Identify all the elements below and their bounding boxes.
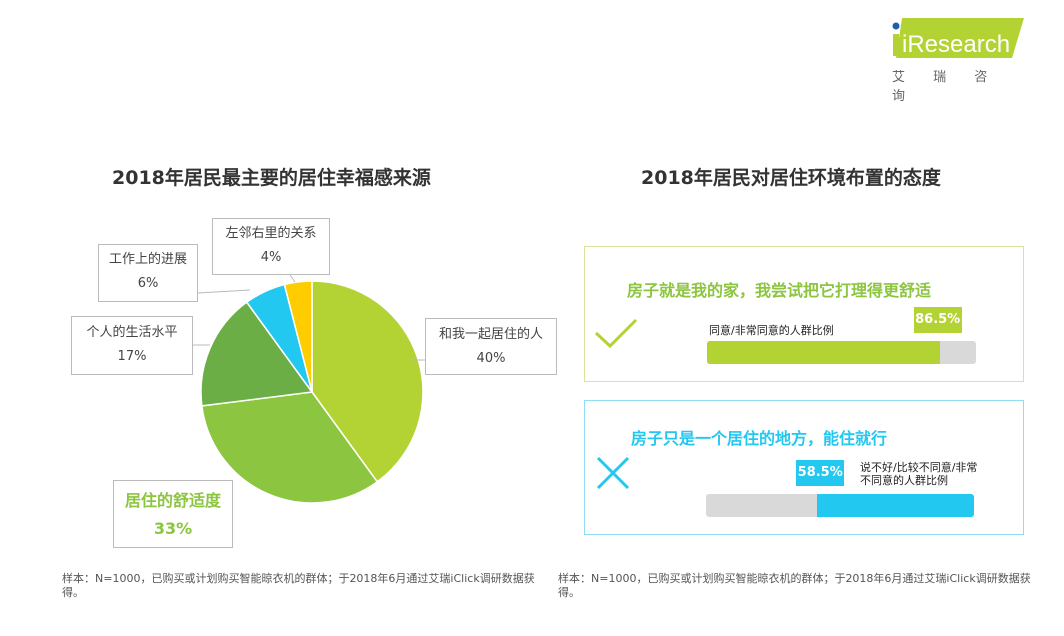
pie-slice-0 — [311, 280, 424, 483]
statement-agree: 房子就是我的家，我尝试把它打理得更舒适 — [627, 281, 932, 300]
series-name-agree: 同意/非常同意的人群比例 — [709, 324, 834, 337]
value-4: 4% — [260, 250, 282, 265]
pie-chart — [193, 274, 425, 513]
logo: iResearch 艾 瑞 咨 询 — [888, 14, 1028, 104]
label-4: 左邻右里的关系 — [225, 226, 317, 241]
callout-1: 居住的舒适度 33% — [113, 480, 233, 548]
pie-slice-1 — [201, 391, 379, 504]
note-left: 样本：N=1000，已购买或计划购买智能晾衣机的群体；于2018年6月通过艾瑞i… — [62, 572, 535, 599]
pie-slice-2 — [200, 301, 314, 407]
bar-fill-disagree — [817, 494, 974, 517]
label-0: 和我一起居住的人 — [438, 327, 543, 342]
callout-3: 工作上的进展 6% — [98, 244, 198, 302]
callout-4: 左邻右里的关系 4% — [212, 218, 330, 275]
label-1: 居住的舒适度 — [124, 491, 221, 510]
value-3: 6% — [137, 276, 159, 291]
value-tag-agree: 86.5% — [913, 307, 962, 333]
cross-icon — [596, 456, 630, 490]
label-3: 工作上的进展 — [108, 252, 187, 267]
label-2: 个人的生活水平 — [86, 325, 178, 340]
value-2: 17% — [117, 349, 147, 364]
panel-disagree: 房子只是一个居住的地方，能住就行 说不好/比较不同意/非常不同意的人群比例 58… — [584, 400, 1024, 535]
bar-fill-agree — [707, 341, 940, 364]
panel-agree: 房子就是我的家，我尝试把它打理得更舒适 同意/非常同意的人群比例 86.5% — [584, 246, 1024, 382]
value-0: 40% — [476, 351, 506, 366]
svg-text:iResearch: iResearch — [902, 31, 1010, 58]
leader-line-4 — [289, 274, 296, 283]
callout-2: 个人的生活水平 17% — [71, 316, 193, 375]
pie-title: 2018年居民最主要的居住幸福感来源 — [112, 167, 431, 189]
pie-slice-4 — [283, 280, 313, 393]
bar-title: 2018年居民对居住环境布置的态度 — [641, 167, 941, 189]
value-1: 33% — [153, 519, 193, 538]
callout-0: 和我一起居住的人 40% — [425, 318, 557, 375]
logo-mark: iResearch — [892, 18, 1024, 58]
statement-disagree: 房子只是一个居住的地方，能住就行 — [631, 429, 888, 448]
note-right: 样本：N=1000，已购买或计划购买智能晾衣机的群体；于2018年6月通过艾瑞i… — [558, 572, 1031, 599]
leader-line-3 — [197, 289, 251, 294]
logo-cn: 艾 瑞 咨 询 — [892, 70, 1000, 104]
series-name-disagree: 说不好/比较不同意/非常不同意的人群比例 — [860, 461, 978, 487]
value-tag-disagree: 58.5% — [796, 460, 845, 486]
check-icon — [594, 318, 638, 349]
